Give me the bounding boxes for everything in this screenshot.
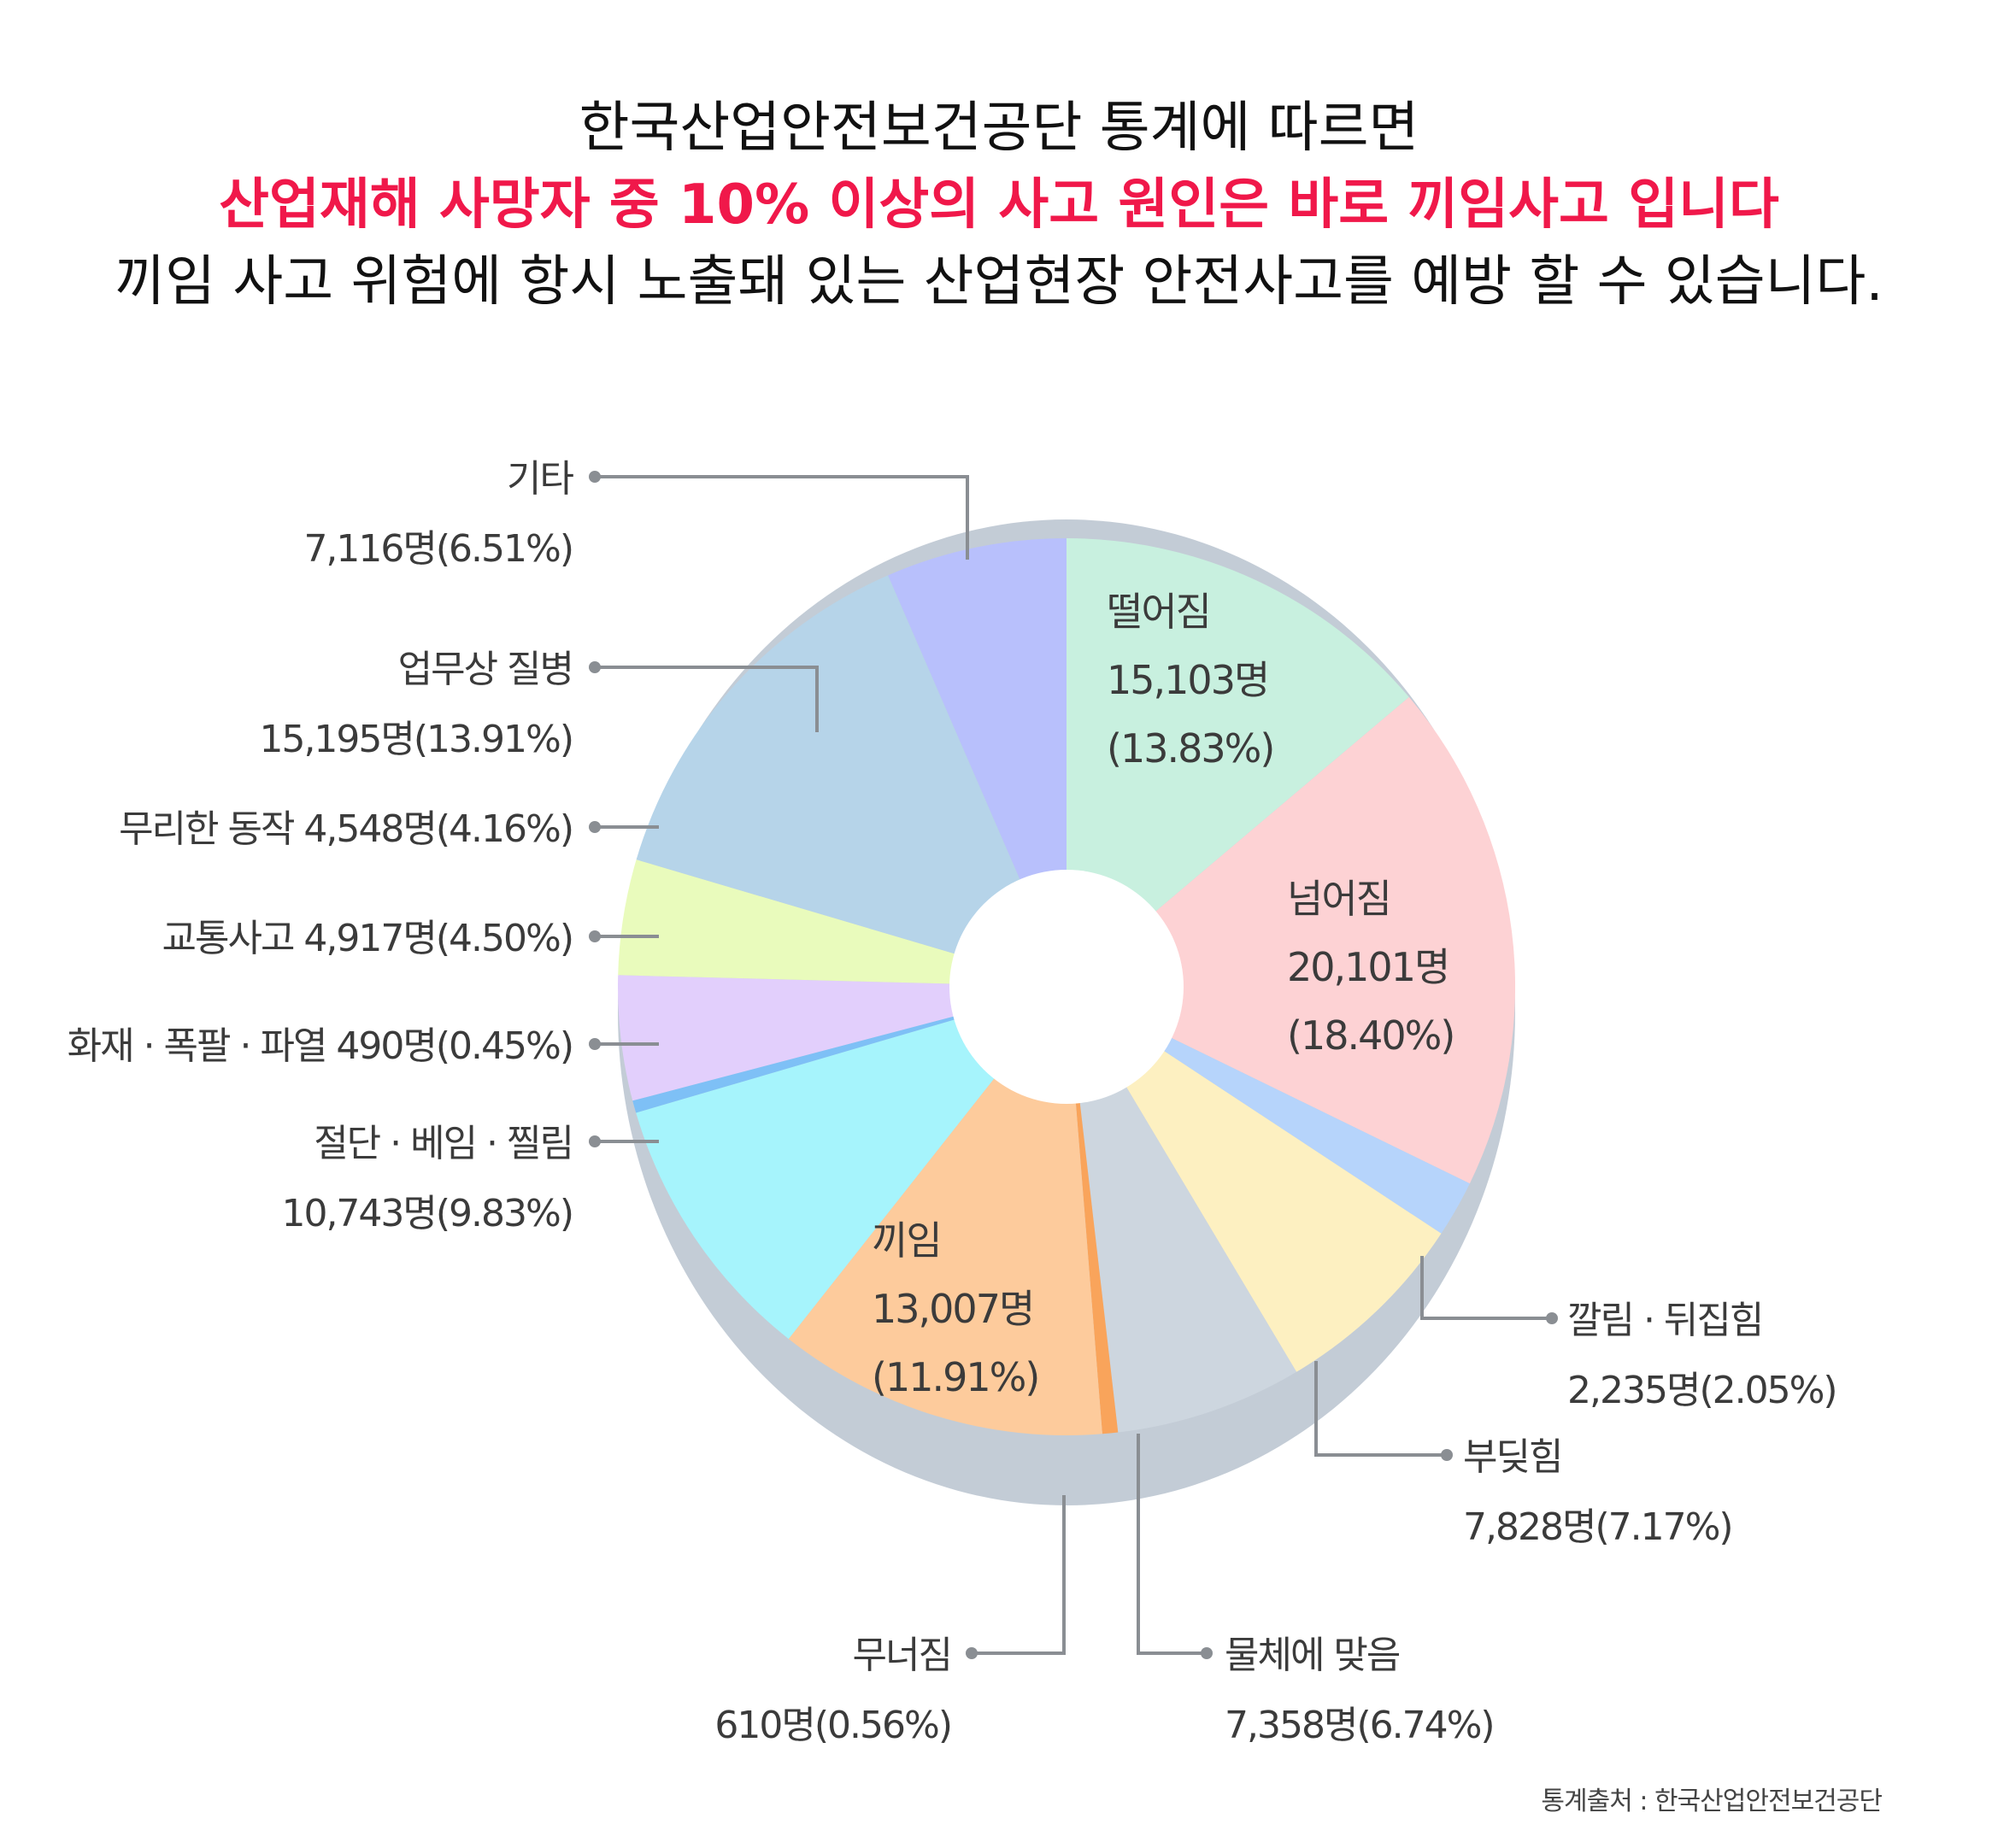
leader-line-13: [595, 475, 969, 560]
slice-4: [1067, 987, 1442, 1372]
slice-label-value-3: 2,235명(2.05%): [1567, 1369, 1836, 1412]
slice-8: [636, 987, 1067, 1340]
slice-label-value-1: 15,103명: [1107, 657, 1268, 703]
leader-dot-9: [589, 1038, 601, 1050]
headline-line-1: 한국산업안전보건공단 통계에 따르면: [579, 97, 1419, 160]
leader-line-4: [1314, 1361, 1447, 1457]
slice-1: [1067, 538, 1409, 987]
slice-label-category-7: 끼임: [872, 1217, 941, 1264]
slice-label-value-8: 10,743명(9.83%): [281, 1192, 573, 1235]
slice-13: [888, 538, 1067, 987]
slice-label-category-12: 업무상 질병: [398, 648, 573, 691]
slice-label-value-5: 7,358명(6.74%): [1225, 1704, 1494, 1747]
leader-dot-13: [589, 471, 601, 483]
slice-label-9: 화재 · 폭팔 · 파열 490명(0.45%): [68, 1024, 573, 1068]
slice-label-value-6: 610명(0.56%): [714, 1704, 951, 1747]
slice-label-category-13: 기타: [507, 457, 573, 501]
slice-label-value-4: 7,828명(7.17%): [1463, 1505, 1732, 1549]
slice-label-percent-1: (13.83%): [1107, 725, 1273, 771]
headline-line-3: 끼임 사고 위험에 항시 노출돼 있는 산업현장 안전사고를 예방 할 수 있습…: [115, 250, 1883, 314]
donut-hole: [949, 870, 1184, 1104]
leader-dot-11: [589, 821, 601, 833]
slice-7: [788, 987, 1102, 1435]
leader-dot-8: [589, 1135, 601, 1147]
leader-line-5: [1137, 1434, 1207, 1655]
slice-label-category-5: 물체에 맞음: [1225, 1634, 1400, 1677]
slice-label-value-7: 13,007명: [872, 1286, 1033, 1332]
slice-label-percent-7: (11.91%): [872, 1354, 1038, 1400]
leader-line-12: [595, 666, 819, 732]
slice-label-category-8: 절단 · 베임 · 찔림: [314, 1122, 573, 1165]
slice-label-percent-2: (18.40%): [1287, 1012, 1454, 1059]
slice-label-value-2: 20,101명: [1287, 944, 1449, 990]
leader-dot-5: [1201, 1647, 1213, 1659]
leader-line-6: [972, 1495, 1066, 1655]
slice-labels: 떨어짐 15,103명 (13.83%) 넘어짐 20,101명 (18.40%) 끼임 13…: [68, 457, 1838, 1747]
leader-line-3: [1420, 1256, 1552, 1320]
slice-label-10: 교통사고 4,917명(4.50%): [162, 917, 573, 960]
pie-slices: [618, 538, 1516, 1435]
leader-dot-4: [1441, 1449, 1453, 1461]
leader-lines: [589, 471, 1558, 1659]
slice-3: [1067, 987, 1470, 1234]
slice-label-11: 무리한 동작 4,548명(4.16%): [119, 807, 573, 851]
slice-5: [1067, 987, 1297, 1433]
slice-label-category-3: 깔림 · 뒤집힘: [1567, 1299, 1762, 1342]
slice-label-category-4: 부딪힘: [1463, 1435, 1561, 1479]
leader-dot-10: [589, 930, 601, 942]
headline-line-2-highlight: 산업재해 사망자 중 10% 이상의 사고 원인은 바로 끼임사고 입니다: [219, 173, 1779, 237]
slice-label-category-6: 무너짐: [853, 1634, 951, 1677]
slice-label-value-13: 7,116명(6.51%): [303, 527, 573, 571]
slice-2: [1067, 696, 1516, 1184]
source-note: 통계출처 : 한국산업안전보건공단: [1541, 1786, 1882, 1816]
slice-12: [636, 575, 1067, 987]
slice-label-value-12: 15,195명(13.91%): [259, 718, 573, 761]
leader-dot-12: [589, 661, 601, 673]
slice-label-category-1: 떨어짐: [1107, 589, 1210, 635]
slice-label-category-2: 넘어짐: [1287, 876, 1390, 922]
leader-dot-6: [966, 1647, 978, 1659]
leader-dot-3: [1546, 1312, 1558, 1324]
